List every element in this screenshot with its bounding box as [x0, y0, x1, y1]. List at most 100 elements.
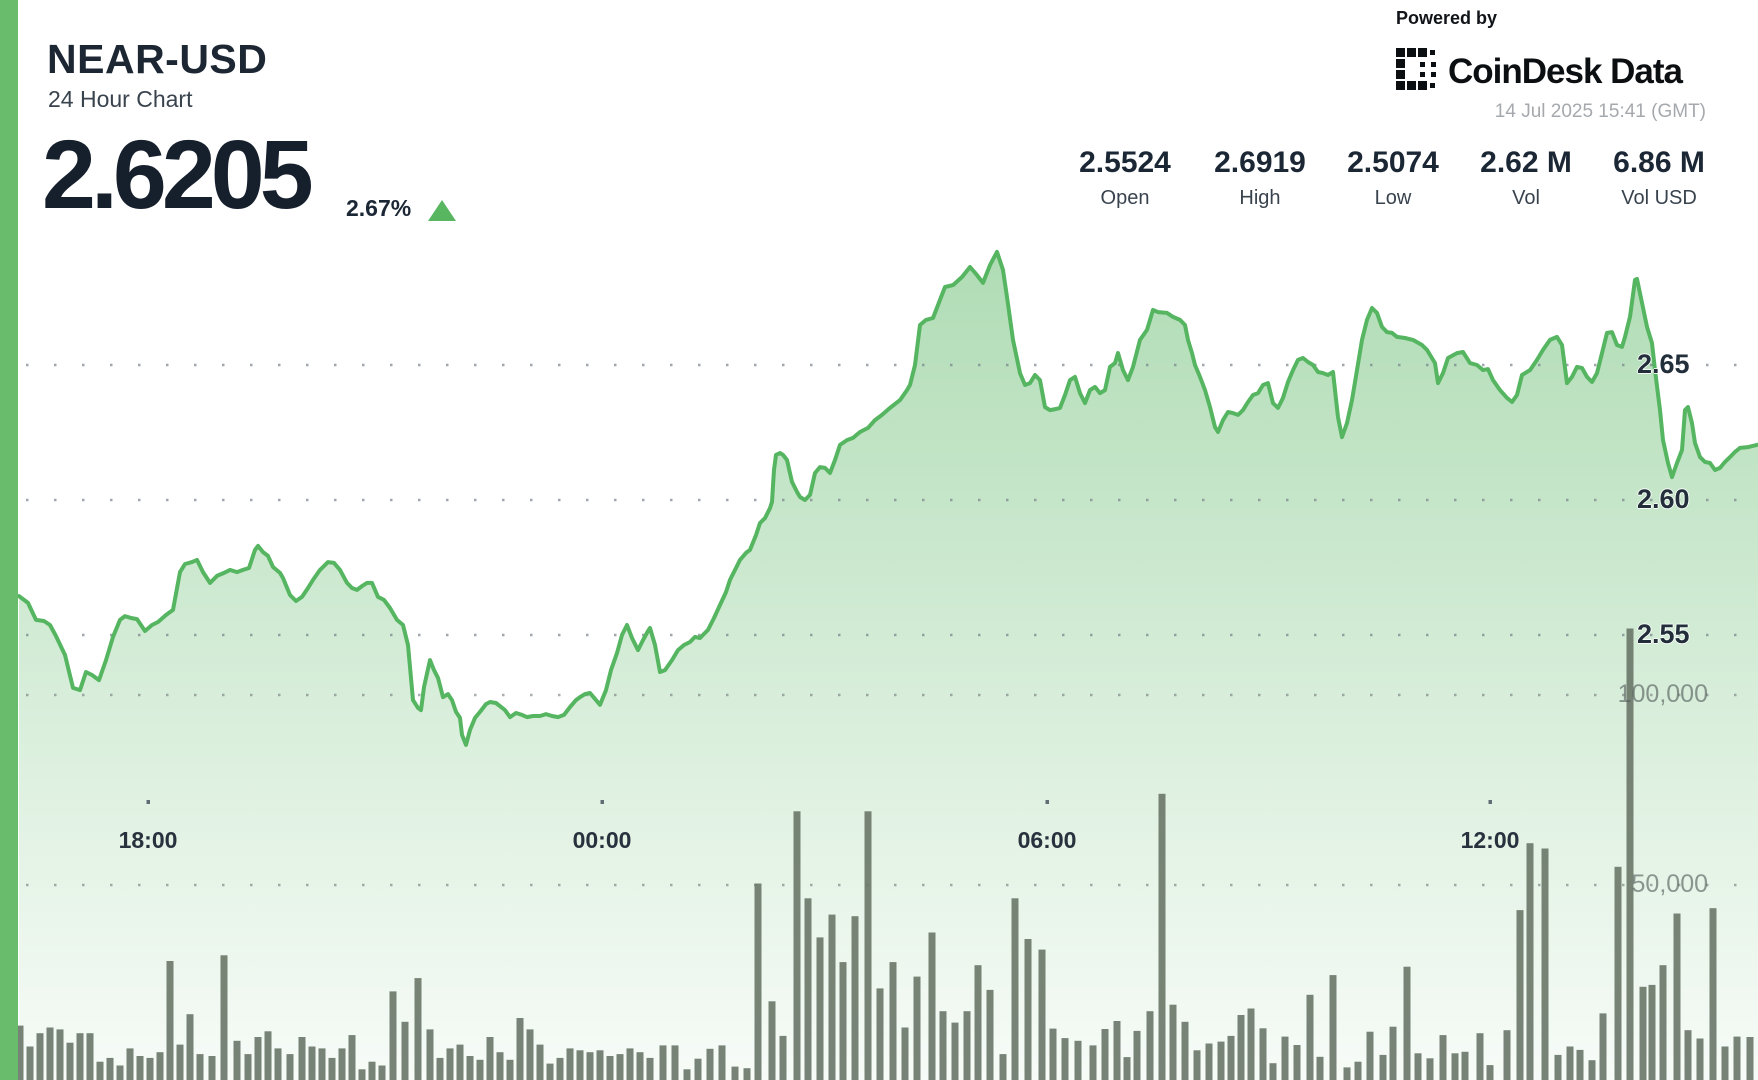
volume-bar	[96, 1061, 104, 1080]
volume-bar	[1486, 1065, 1494, 1080]
volume-bar	[1247, 1008, 1255, 1080]
volume-bar	[779, 1035, 787, 1080]
volume-bar	[1614, 866, 1622, 1080]
volume-bar	[928, 932, 936, 1080]
volume-bar	[646, 1057, 654, 1080]
volume-bar	[274, 1048, 282, 1080]
volume-bar	[694, 1058, 702, 1080]
volume-bar	[636, 1052, 644, 1080]
volume-bar	[1599, 1013, 1607, 1080]
volume-bar	[889, 962, 897, 1080]
volume-bar	[1526, 843, 1534, 1080]
volume-bar	[1746, 1037, 1754, 1080]
volume-bar	[1146, 1011, 1154, 1080]
volume-bar	[1049, 1028, 1057, 1080]
volume-bar	[1269, 1063, 1277, 1080]
volume-bar	[1673, 913, 1681, 1080]
volume-bar	[913, 976, 921, 1080]
stat-open-label: Open	[1100, 187, 1150, 209]
volume-bar	[1011, 898, 1019, 1080]
volume-bar	[1426, 1058, 1434, 1080]
volume-bar	[244, 1054, 252, 1080]
volume-bar	[1461, 1051, 1469, 1080]
volume-bar	[1217, 1041, 1225, 1080]
time-tick-dot	[146, 800, 150, 804]
volume-bar	[436, 1057, 444, 1080]
volume-bar	[546, 1063, 554, 1080]
volume-bar	[1541, 848, 1549, 1080]
volume-bar	[1516, 910, 1524, 1080]
coindesk-logo-icon	[1396, 48, 1436, 90]
volume-bar	[1414, 1053, 1422, 1080]
volume-bar	[486, 1037, 494, 1080]
volume-bar	[1696, 1038, 1704, 1080]
volume-bar	[804, 898, 812, 1080]
stat-vol-usd-value: 6.86 M	[1613, 146, 1705, 179]
volume-bar	[1281, 1036, 1289, 1080]
volume-bar	[414, 978, 422, 1080]
volume-bar	[718, 1045, 726, 1080]
symbol-title: NEAR-USD	[47, 36, 268, 82]
volume-bar	[1061, 1038, 1069, 1080]
volume-bar	[446, 1048, 454, 1080]
volume-bar	[1293, 1045, 1301, 1080]
volume-bar	[671, 1045, 679, 1080]
volume-bar	[536, 1044, 544, 1080]
volume-bar	[318, 1048, 326, 1080]
volume-bar	[951, 1022, 959, 1080]
volume-bar	[516, 1018, 524, 1080]
volume-bar	[208, 1056, 216, 1080]
volume-bar	[389, 991, 397, 1080]
stat-high-label: High	[1239, 187, 1281, 209]
stat-open-value: 2.5524	[1079, 146, 1171, 179]
volume-bar	[986, 989, 994, 1080]
current-price: 2.6205	[42, 120, 314, 229]
volume-bar	[1038, 949, 1046, 1080]
stat-vol-value: 2.62 M	[1480, 146, 1572, 179]
volume-bar	[338, 1048, 346, 1080]
volume-bar	[999, 1054, 1007, 1080]
volume-bar	[1074, 1040, 1082, 1080]
volume-bar	[1503, 1030, 1511, 1080]
up-triangle-icon	[428, 200, 456, 221]
volume-bar	[348, 1035, 356, 1080]
volume-bar	[576, 1050, 584, 1080]
volume-bar	[731, 1066, 739, 1080]
volume-bar	[1316, 1056, 1324, 1080]
volume-bar	[1403, 966, 1411, 1080]
volume-bar	[1123, 1057, 1131, 1080]
volume-bar	[754, 883, 762, 1080]
volume-bar	[1639, 986, 1647, 1080]
volume-bar	[963, 1011, 971, 1080]
volume-bar	[526, 1029, 534, 1080]
volume-bar	[1389, 1026, 1397, 1080]
volume-bar	[378, 1065, 386, 1080]
volume-bar	[1576, 1049, 1584, 1080]
volume-bar	[254, 1037, 262, 1080]
volume-bar	[1205, 1043, 1213, 1080]
volume-bar	[1659, 965, 1667, 1080]
volume-bar	[106, 1057, 114, 1080]
stat-high: 2.6919 High	[1170, 146, 1350, 210]
volume-bar	[1193, 1050, 1201, 1080]
volume-bar	[1554, 1054, 1562, 1080]
volume-bar	[1476, 1033, 1484, 1080]
volume-bar	[1626, 628, 1634, 1080]
volume-bar	[358, 1069, 366, 1080]
volume-bar	[86, 1033, 94, 1080]
volume-bar	[828, 914, 836, 1080]
volume-bar	[659, 1045, 667, 1080]
volume-bar	[1158, 793, 1166, 1080]
volume-bar	[76, 1033, 84, 1080]
volume-bar	[974, 965, 982, 1080]
volume-bar	[1451, 1053, 1459, 1080]
volume-bar	[1181, 1021, 1189, 1080]
volume-bar	[901, 1027, 909, 1080]
volume-bar	[768, 1001, 776, 1080]
volume-bar	[298, 1037, 306, 1080]
volume-bar	[16, 1025, 24, 1080]
stat-low-label: Low	[1374, 187, 1412, 209]
volume-bar	[136, 1056, 144, 1080]
